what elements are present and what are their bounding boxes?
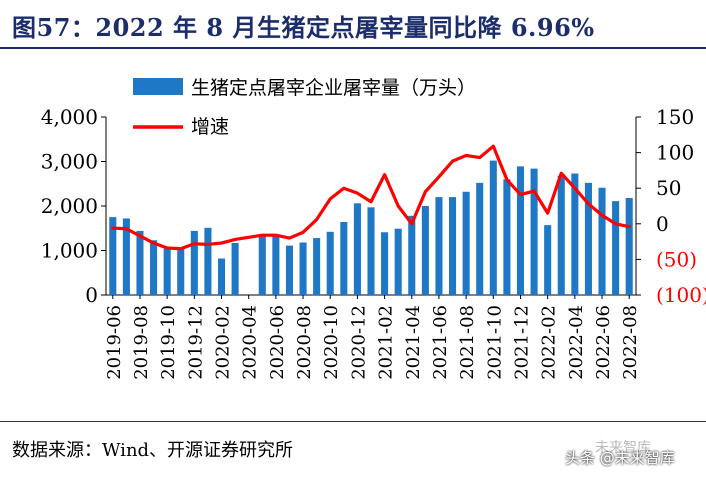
bar	[421, 206, 429, 295]
bar	[489, 160, 497, 295]
bar	[258, 234, 266, 295]
bar	[150, 240, 158, 295]
x-tick-label: 2022-08	[620, 305, 641, 380]
bar	[177, 247, 185, 295]
right-tick-label: 0	[656, 212, 669, 236]
x-tick-label: 2021-06	[430, 305, 451, 380]
bar	[598, 187, 606, 295]
left-tick-label: 1,000	[41, 239, 98, 263]
figure-title: 图57：2022 年 8 月生猪定点屠宰量同比降 6.96%	[12, 13, 595, 42]
left-tick-label: 0	[85, 283, 98, 307]
bar	[381, 232, 389, 295]
bar	[530, 168, 538, 295]
bar	[625, 197, 633, 295]
bar	[340, 222, 348, 295]
legend-bar-label: 生猪定点屠宰企业屠宰量（万头）	[191, 77, 476, 99]
bar	[571, 173, 579, 295]
bar	[272, 235, 280, 295]
bar	[367, 207, 375, 295]
legend-bar-swatch	[133, 78, 183, 95]
x-tick-label: 2022-02	[539, 305, 560, 380]
bar	[299, 242, 307, 295]
bar	[408, 215, 416, 295]
bar	[612, 201, 620, 295]
x-tick-label: 2022-06	[593, 305, 614, 380]
title-rule	[0, 47, 706, 49]
bar	[231, 242, 239, 295]
bar	[285, 245, 293, 295]
x-tick-label: 2021-10	[484, 305, 505, 380]
right-tick-label: (100)	[656, 283, 706, 307]
right-tick-label: 50	[656, 176, 681, 200]
bar	[326, 231, 334, 295]
x-tick-label: 2020-02	[213, 305, 234, 380]
x-tick-label: 2019-08	[131, 305, 152, 380]
bar	[217, 258, 226, 295]
chart: 生猪定点屠宰企业屠宰量（万头） 增速 0 1,000 2,000 3,000 4,000…	[41, 77, 706, 380]
bar	[544, 225, 552, 295]
right-tick-label: 150	[656, 105, 694, 129]
bar	[190, 230, 198, 295]
bar	[204, 227, 212, 295]
bar	[503, 179, 511, 295]
bar	[313, 238, 321, 295]
x-tick-label: 2019-06	[104, 305, 125, 380]
legend: 生猪定点屠宰企业屠宰量（万头） 增速	[133, 77, 476, 138]
x-tick-label: 2020-12	[348, 305, 369, 380]
left-tick-label: 4,000	[41, 105, 98, 129]
x-tick-label: 2019-12	[185, 305, 206, 380]
footer-rule	[0, 421, 706, 422]
bar	[476, 182, 484, 295]
x-tick-label: 2019-10	[158, 305, 179, 380]
x-tick-label: 2021-02	[376, 305, 397, 380]
right-tick-label: (50)	[656, 247, 697, 271]
left-tick-label: 2,000	[41, 194, 98, 218]
bar	[435, 197, 443, 295]
watermark-logo: 未来智库	[595, 440, 651, 456]
line-series	[111, 144, 631, 251]
tick-labels: 0 1,000 2,000 3,000 4,000 (100) (50) 0 50 100 150 2…	[41, 105, 706, 380]
bar	[353, 203, 361, 295]
bar	[163, 248, 171, 295]
bar	[462, 191, 470, 295]
x-tick-label: 2020-06	[267, 305, 288, 380]
bar	[516, 166, 525, 295]
left-tick-label: 3,000	[41, 150, 98, 174]
bar	[136, 230, 144, 295]
bar	[557, 175, 565, 295]
x-tick-label: 2020-10	[321, 305, 342, 380]
x-tick-label: 2020-04	[240, 305, 261, 380]
watermark: 头条 @未来智库	[565, 449, 675, 467]
bar-series	[109, 160, 633, 295]
right-tick-label: 100	[656, 141, 694, 165]
bar	[122, 218, 130, 295]
bar	[394, 228, 402, 295]
bar	[449, 197, 457, 295]
bar	[584, 182, 592, 295]
x-tick-label: 2022-04	[566, 305, 587, 380]
x-tick-label: 2021-12	[511, 305, 532, 380]
bar	[109, 217, 117, 295]
x-tick-label: 2020-08	[294, 305, 315, 380]
x-tick-label: 2021-04	[403, 305, 424, 380]
legend-line-label: 增速	[191, 116, 229, 138]
source-note: 数据来源：Wind、开源证券研究所	[12, 440, 294, 461]
x-tick-label: 2021-08	[457, 305, 478, 380]
